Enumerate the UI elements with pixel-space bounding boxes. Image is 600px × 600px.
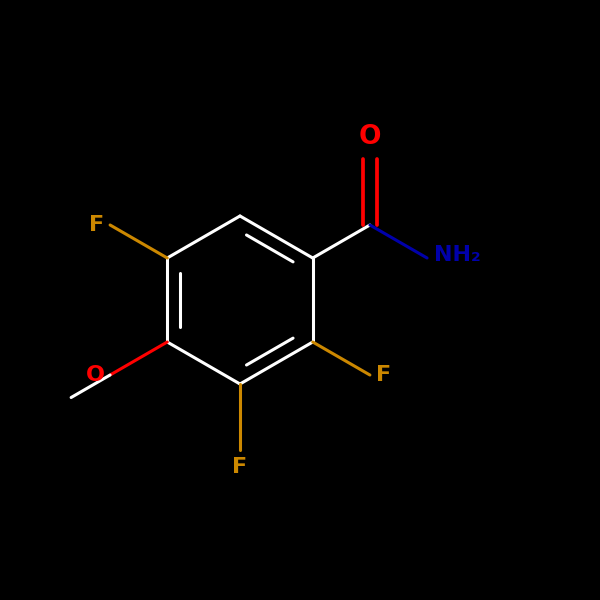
Text: F: F: [89, 215, 104, 235]
Text: O: O: [359, 124, 381, 150]
Text: NH₂: NH₂: [434, 245, 481, 265]
Text: F: F: [376, 365, 391, 385]
Text: F: F: [232, 457, 248, 477]
Text: O: O: [86, 365, 105, 385]
